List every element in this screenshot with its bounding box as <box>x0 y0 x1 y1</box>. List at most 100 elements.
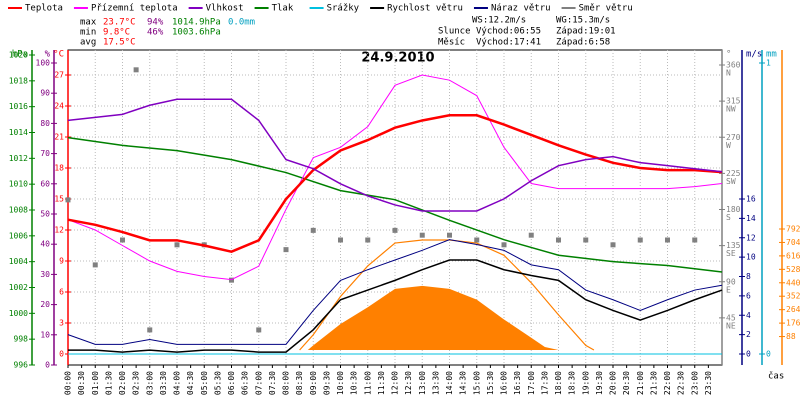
y-tick-label: 20 <box>40 300 50 309</box>
axis-unit: m/s <box>746 50 762 60</box>
x-tick-label: 09:00 <box>309 371 318 395</box>
x-tick-label: 08:00 <box>282 371 291 395</box>
stat-text: Měsíc <box>438 38 465 48</box>
legend-label: Směr větru <box>579 4 633 14</box>
scatter-point <box>637 237 643 243</box>
x-tick-label: 06:30 <box>241 371 250 395</box>
y-tick-label: 6 <box>59 288 64 297</box>
compass-label: SE <box>726 249 736 258</box>
y-tick-label: 16 <box>746 195 756 204</box>
chart-title: 24.9.2010 <box>361 51 434 66</box>
x-tick-label: 16:30 <box>513 371 522 395</box>
y-tick-label: 176 <box>786 319 800 328</box>
legend-label: Náraz větru <box>491 4 551 14</box>
series-line <box>67 98 723 212</box>
y-tick-label: 1010 <box>9 180 28 189</box>
x-tick-label: 22:00 <box>663 371 672 395</box>
compass-label: W <box>726 141 731 150</box>
legend-label: Teplota <box>25 4 63 14</box>
x-tick-label: 20:00 <box>609 371 618 395</box>
x-tick-label: 09:30 <box>322 371 331 395</box>
axis-unit: % <box>45 50 51 60</box>
stat-text: WS:12.2m/s <box>472 16 526 26</box>
y-tick-label: 45 <box>726 313 736 322</box>
x-tick-label: 04:00 <box>173 371 182 395</box>
stat-text: max <box>80 18 97 28</box>
legend-label: Srážky <box>327 4 360 14</box>
y-tick-label: 60 <box>40 179 50 188</box>
y-tick-label: 315 <box>726 97 741 106</box>
stat-text: Slunce <box>438 27 471 37</box>
legend-label: Vlhkost <box>206 4 244 14</box>
scatter-point <box>283 247 289 253</box>
y-tick-label: 18 <box>54 164 64 173</box>
y-tick-label: 50 <box>40 210 50 219</box>
x-tick-label: 23:30 <box>704 371 713 395</box>
compass-label: N <box>726 69 731 78</box>
stat-text: 1014.9hPa <box>172 18 221 28</box>
y-tick-label: 27 <box>54 71 64 80</box>
x-tick-label: 14:30 <box>459 371 468 395</box>
x-tick-label: 10:30 <box>350 371 359 395</box>
scatter-point <box>229 277 234 283</box>
stat-text: Východ:17:41 <box>476 38 541 48</box>
y-tick-label: 88 <box>786 332 796 341</box>
scatter-point <box>610 242 616 248</box>
x-axis-label: čas <box>768 371 784 382</box>
x-tick-label: 01:30 <box>104 371 113 395</box>
x-tick-label: 12:00 <box>391 371 400 395</box>
x-tick-label: 13:30 <box>431 371 440 395</box>
series-line <box>67 136 723 273</box>
y-tick-label: 1 <box>766 59 771 68</box>
y-tick-label: 15 <box>54 195 64 204</box>
scatter-point <box>419 232 425 238</box>
y-tick-label: 100 <box>36 59 51 68</box>
y-tick-label: 30 <box>40 270 50 279</box>
stat-text: 0.0mm <box>228 18 255 28</box>
y-tick-label: 12 <box>54 226 64 235</box>
y-tick-label: 0 <box>766 350 771 359</box>
y-tick-label: 4 <box>746 311 751 320</box>
x-tick-label: 23:00 <box>690 371 699 395</box>
compass-label: S <box>726 213 731 222</box>
stat-text: 9.8°C <box>103 28 130 38</box>
y-tick-label: 1012 <box>9 154 28 163</box>
y-tick-label: 3 <box>59 319 64 328</box>
series-line <box>67 239 723 345</box>
y-tick-label: 0 <box>746 350 751 359</box>
x-tick-label: 15:00 <box>472 371 481 395</box>
y-tick-label: 440 <box>786 278 800 287</box>
axis-unit: ° <box>726 50 731 60</box>
y-tick-label: 24 <box>54 102 64 111</box>
axis-unit: mm <box>766 50 777 60</box>
y-tick-label: 792 <box>786 225 800 234</box>
y-tick-label: 1018 <box>9 76 28 85</box>
y-tick-label: 80 <box>40 119 50 128</box>
y-tick-label: 225 <box>726 169 741 178</box>
y-tick-label: 1000 <box>9 309 28 318</box>
x-tick-label: 03:00 <box>145 371 154 395</box>
stat-text: 23.7°C <box>103 18 136 28</box>
scatter-point <box>447 232 452 238</box>
x-tick-label: 15:30 <box>486 371 495 395</box>
stat-text: 17.5°C <box>103 38 136 48</box>
x-tick-label: 05:30 <box>213 371 222 395</box>
y-tick-label: 90 <box>40 89 50 98</box>
scatter-point <box>583 237 589 243</box>
stat-text: min <box>80 28 96 38</box>
y-tick-label: 12 <box>746 233 756 242</box>
y-tick-label: 270 <box>726 133 741 142</box>
y-tick-label: 1014 <box>9 128 28 137</box>
x-tick-label: 17:00 <box>527 371 536 395</box>
scatter-point <box>310 227 316 233</box>
scatter-point <box>133 67 139 73</box>
y-tick-label: 90 <box>726 277 736 286</box>
x-tick-label: 11:00 <box>363 371 372 395</box>
y-tick-label: 0 <box>59 350 64 359</box>
x-tick-label: 08:30 <box>295 371 304 395</box>
scatter-point <box>338 237 343 243</box>
x-tick-label: 13:00 <box>418 371 427 395</box>
scatter-point <box>256 327 262 333</box>
y-tick-label: 360 <box>726 61 741 70</box>
